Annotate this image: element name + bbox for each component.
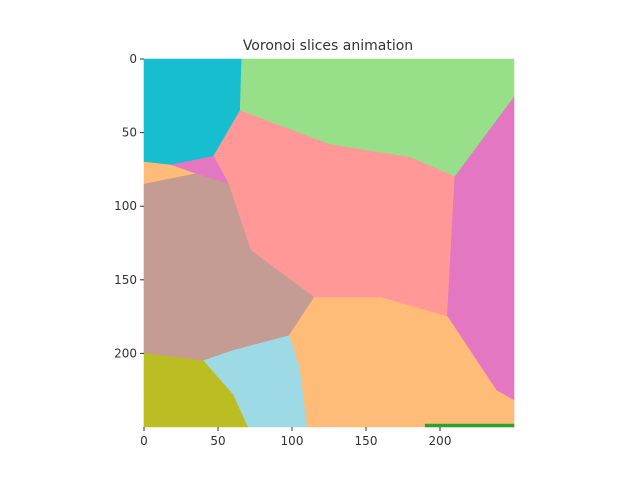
y-tick-label: 150: [114, 273, 137, 287]
x-axis: 0 50 100 150 200: [140, 427, 451, 448]
x-tick-label: 50: [210, 434, 225, 448]
y-axis: 0 50 100 150 200: [114, 52, 144, 360]
x-tick-label: 100: [281, 434, 304, 448]
voronoi-region-10: [424, 423, 515, 428]
x-tick-label: 0: [140, 434, 148, 448]
y-tick-label: 200: [114, 346, 137, 360]
y-tick-label: 50: [122, 126, 137, 140]
y-tick-label: 100: [114, 199, 137, 213]
x-tick-label: 150: [355, 434, 378, 448]
voronoi-region-9: [143, 353, 249, 428]
y-tick-label: 0: [129, 52, 137, 66]
chart-title: Voronoi slices animation: [243, 38, 413, 54]
plot-area: [143, 58, 515, 428]
x-tick-label: 200: [429, 434, 452, 448]
